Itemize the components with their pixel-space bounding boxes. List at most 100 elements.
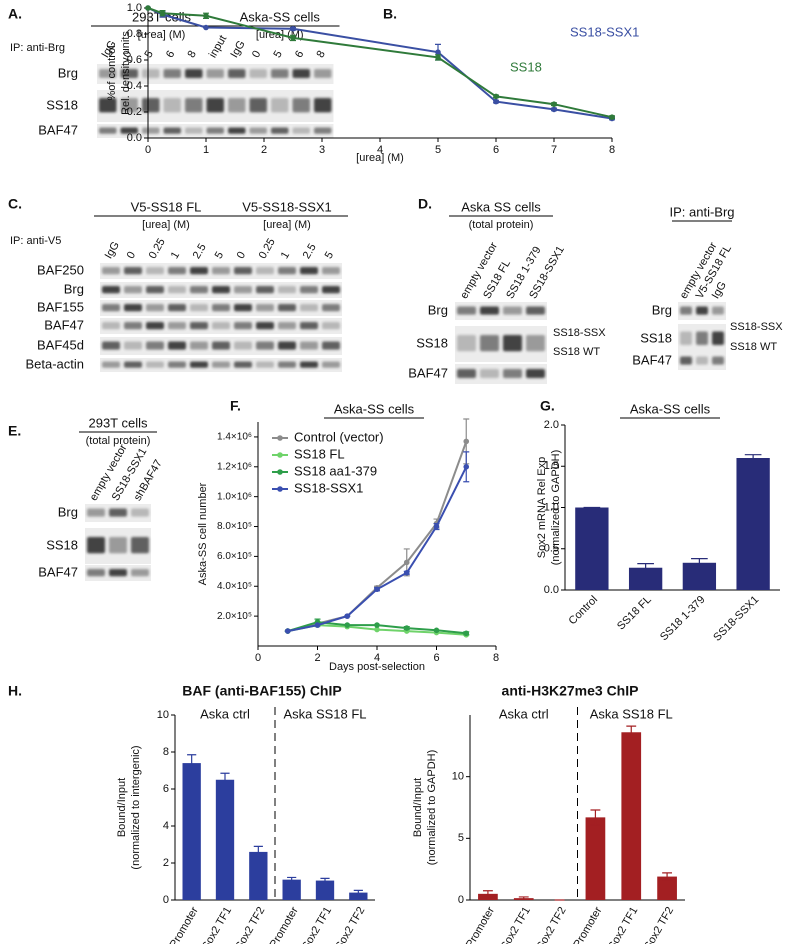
y-tick-label: 0.0 xyxy=(127,132,142,144)
band xyxy=(300,341,318,350)
y-axis-label: Rel. density units xyxy=(120,31,132,115)
lane-label: 5 xyxy=(213,250,226,261)
blot-strip xyxy=(455,364,547,384)
band xyxy=(168,286,186,294)
y-tick-label: 0 xyxy=(163,894,169,906)
legend-label: SS18 FL xyxy=(294,446,345,461)
lane-label: 5 xyxy=(271,49,284,60)
band xyxy=(278,286,296,294)
band xyxy=(99,98,117,113)
band xyxy=(228,127,246,134)
y-tick-label: 1.0 xyxy=(127,2,142,14)
band xyxy=(271,69,289,78)
band xyxy=(146,286,164,294)
data-point xyxy=(203,24,209,31)
band xyxy=(206,127,224,134)
band xyxy=(102,361,120,368)
blot-group-title: Aska SS cells xyxy=(461,199,541,214)
data-point xyxy=(284,628,291,634)
y-axis-label: (normalized to GAPDH) xyxy=(426,750,438,866)
lane-label: 8 xyxy=(314,49,327,60)
lane-label: 8 xyxy=(185,49,198,60)
band xyxy=(146,267,164,275)
side-label: SS18 WT xyxy=(730,341,777,353)
band xyxy=(102,322,120,330)
y-tick-label: 0.4 xyxy=(127,80,142,92)
series-line xyxy=(147,7,613,120)
y-axis-label: Bound/Input xyxy=(412,778,424,837)
band xyxy=(322,322,340,330)
side-label: SS18-SSX xyxy=(553,327,606,339)
lane-label: 0 xyxy=(250,49,263,60)
x-tick-label: 0 xyxy=(145,144,151,156)
x-tick-label: 1 xyxy=(203,144,209,156)
data-point xyxy=(435,54,441,61)
bar xyxy=(628,567,663,590)
band xyxy=(99,69,117,78)
band xyxy=(212,267,230,275)
data-point xyxy=(374,622,380,628)
side-label: SS18-SSX xyxy=(730,321,783,333)
band xyxy=(322,361,340,368)
chart-title: Aska-SS cells xyxy=(334,401,415,416)
x-tick-label: 2 xyxy=(314,652,320,664)
error-bar xyxy=(187,754,197,773)
x-tick-label: 5 xyxy=(435,144,441,156)
row-label: BAF47 xyxy=(408,365,448,380)
blot-group-title: V5-SS18-SSX1 xyxy=(242,199,332,214)
band xyxy=(300,322,318,330)
chart-title: Aska-SS cells xyxy=(630,401,711,416)
band xyxy=(300,304,318,312)
error-bar xyxy=(662,872,673,881)
band xyxy=(278,361,296,368)
data-point xyxy=(463,464,470,470)
bar xyxy=(249,851,268,900)
band xyxy=(457,369,476,378)
x-axis-label: [urea] (M) xyxy=(356,152,404,164)
lane-label: 6 xyxy=(293,49,306,60)
legend-marker xyxy=(277,469,283,475)
blot-group-title: V5-SS18 FL xyxy=(131,199,202,214)
panel-label: G. xyxy=(540,398,555,414)
band xyxy=(212,361,230,368)
chart-title: BAF (anti-BAF155) ChIP xyxy=(182,683,341,699)
band xyxy=(322,267,340,275)
band xyxy=(526,369,545,378)
data-point xyxy=(433,627,440,634)
band xyxy=(322,304,340,312)
bar xyxy=(621,732,642,900)
band xyxy=(124,267,142,275)
band xyxy=(300,267,318,275)
y-tick-label: 5 xyxy=(458,832,464,844)
band xyxy=(142,127,160,134)
band xyxy=(124,322,142,330)
band xyxy=(212,341,230,350)
error-bar xyxy=(626,725,637,740)
band xyxy=(256,341,274,350)
data-point xyxy=(203,13,209,19)
blot-group-subtitle: [urea] (M) xyxy=(263,219,311,231)
band xyxy=(278,267,296,275)
data-point xyxy=(159,10,166,16)
band xyxy=(168,267,186,275)
band xyxy=(234,322,252,330)
band xyxy=(190,361,208,368)
band xyxy=(146,341,164,350)
bar xyxy=(585,817,606,900)
band xyxy=(322,341,340,350)
band xyxy=(87,508,105,517)
y-axis-label: Sox2 mRNA Rel Exp xyxy=(536,457,548,558)
data-point xyxy=(145,5,151,11)
panel-label: D. xyxy=(418,196,432,212)
band xyxy=(256,304,274,312)
y-tick-label: 10 xyxy=(452,771,464,783)
band xyxy=(102,341,120,350)
band xyxy=(168,361,186,368)
y-tick-label: 1.2×10⁶ xyxy=(217,461,252,472)
band xyxy=(696,331,708,345)
band xyxy=(109,508,127,517)
row-label: Brg xyxy=(58,504,78,519)
band xyxy=(168,341,186,350)
blot-group-title: Aska-SS cells xyxy=(240,9,321,24)
y-tick-label: 0.5 xyxy=(544,543,559,555)
